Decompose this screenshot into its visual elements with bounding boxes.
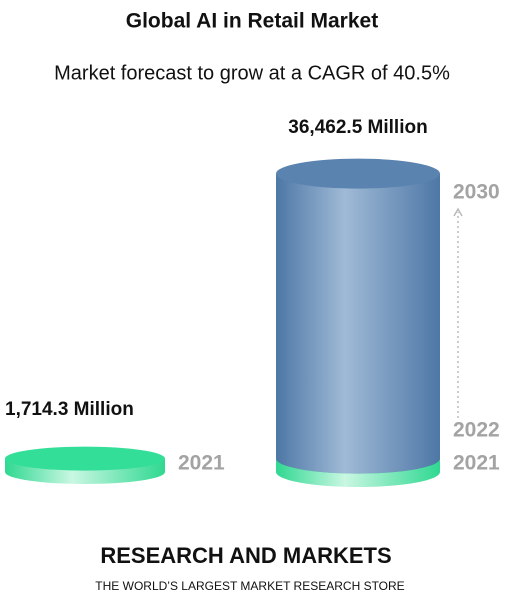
- brand: RESEARCH AND MARKETS: [100, 543, 391, 568]
- chart-title: Global AI in Retail Market: [126, 10, 378, 33]
- arrow-head: [453, 207, 463, 217]
- cylinder-top: [276, 158, 440, 189]
- disc-top: [5, 446, 165, 471]
- chart-subtitle: Market forecast to grow at a CAGR of 40.…: [54, 62, 450, 84]
- value-label: 36,462.5 Million: [288, 117, 427, 138]
- year-label: 2030: [453, 181, 500, 204]
- year-label: 2021: [453, 452, 500, 475]
- tagline: THE WORLD’S LARGEST MARKET RESEARCH STOR…: [95, 579, 404, 593]
- year-label: 2022: [453, 419, 500, 442]
- value-label: 1,714.3 Million: [5, 399, 134, 420]
- cylinder: [276, 173, 440, 474]
- year-label: 2021: [178, 452, 225, 475]
